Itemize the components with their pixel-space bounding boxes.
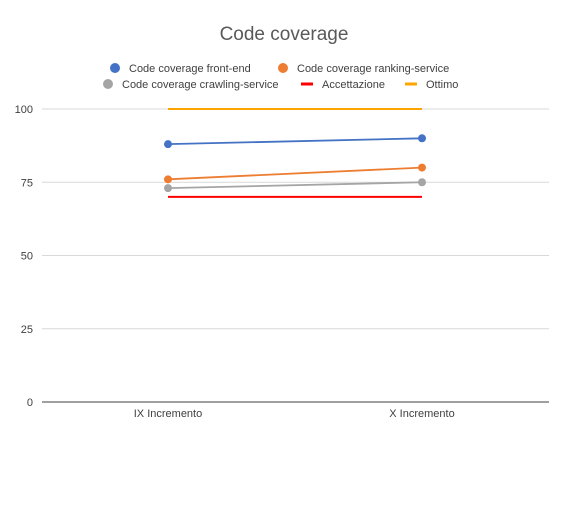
y-tick-label: 75	[21, 177, 33, 189]
data-point	[164, 184, 172, 193]
chart-title: Code coverage	[220, 24, 349, 45]
data-point	[164, 140, 172, 149]
series-line	[167, 181, 423, 190]
legend-label: Code coverage ranking-service	[297, 63, 449, 75]
y-tick-label: 100	[15, 104, 33, 116]
y-tick-label: 50	[21, 251, 33, 263]
y-tick-label: 25	[21, 324, 33, 336]
legend-marker	[278, 63, 288, 73]
data-point	[418, 163, 426, 172]
y-tick-label: 0	[27, 397, 33, 409]
legend-label: Code coverage crawling-service	[122, 79, 279, 91]
legend-marker	[103, 79, 113, 89]
data-point	[418, 134, 426, 143]
legend-line-swatch	[301, 82, 313, 86]
legend-line-swatch	[405, 82, 417, 86]
legend-label: Accettazione	[322, 79, 385, 91]
legend: Code coverage front-end Code coverage ran…	[103, 63, 458, 91]
series-line	[167, 137, 423, 146]
legend-marker	[110, 63, 120, 73]
data-point	[164, 175, 172, 184]
legend-label: Code coverage front-end	[129, 63, 251, 75]
data-point	[418, 178, 426, 187]
x-tick-label: IX Incremento	[134, 408, 202, 420]
x-tick-label: X Incremento	[389, 408, 454, 420]
axes: 0 25 50 75 100 IX Incremento X Incremento	[15, 104, 549, 420]
series-group	[164, 108, 426, 198]
series-line	[167, 166, 423, 181]
legend-label: Ottimo	[426, 79, 458, 91]
